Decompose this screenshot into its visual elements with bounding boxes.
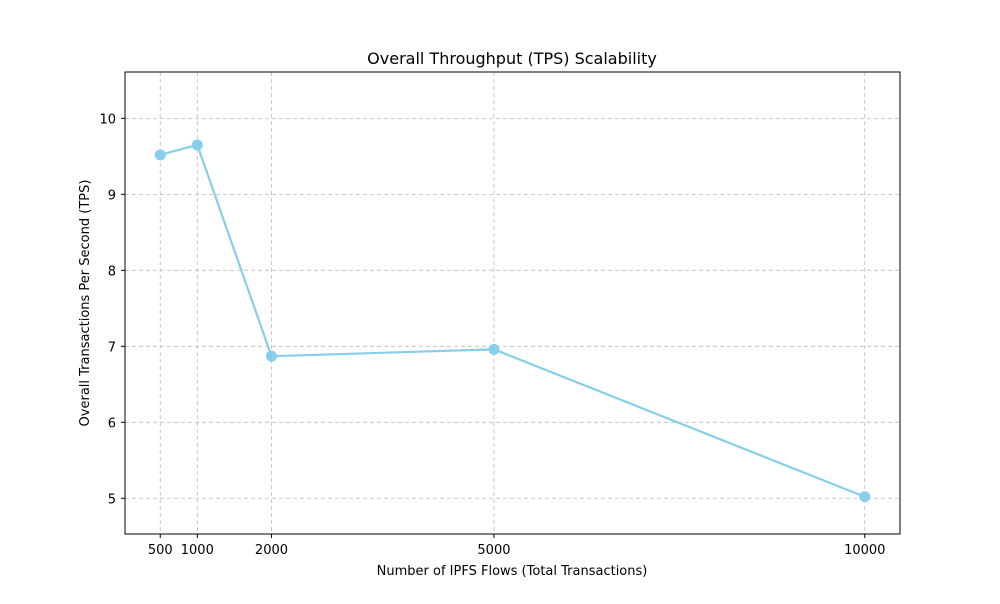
data-point: [488, 343, 500, 355]
x-axis-title: Number of IPFS Flows (Total Transactions…: [377, 564, 648, 579]
data-point: [265, 350, 277, 362]
data-point: [191, 139, 203, 151]
y-tick-label: 8: [108, 264, 116, 279]
grid-layer: [125, 72, 900, 534]
data-point: [154, 149, 166, 161]
x-tick-label: 5000: [477, 543, 510, 558]
series-layer: [154, 139, 871, 503]
y-tick-label: 10: [99, 112, 116, 127]
x-tick-label: 2000: [255, 543, 288, 558]
y-tick-label: 7: [108, 340, 116, 355]
y-tick-label: 9: [108, 188, 116, 203]
y-tick-label: 5: [108, 492, 116, 507]
ticks-layer: 500 1000 2000 5000 10000 5 6 7 8 9 10: [99, 112, 885, 558]
x-tick-label: 1000: [181, 543, 214, 558]
y-axis-title: Overall Transactions Per Second (TPS): [78, 180, 93, 427]
y-tick-label: 6: [108, 416, 116, 431]
plot-frame: [124, 71, 901, 535]
data-point: [859, 491, 871, 503]
chart-title: Overall Throughput (TPS) Scalability: [367, 49, 657, 68]
series-line: [159, 143, 866, 498]
x-tick-label: 500: [148, 543, 173, 558]
x-tick-label: 10000: [844, 543, 885, 558]
